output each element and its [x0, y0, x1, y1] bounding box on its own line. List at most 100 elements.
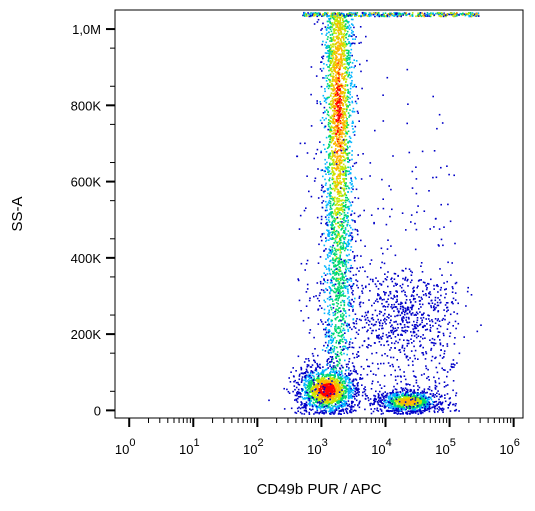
data-point: [394, 395, 397, 397]
data-point: [335, 273, 338, 275]
data-point: [330, 82, 333, 85]
data-point: [340, 239, 342, 241]
data-point: [348, 243, 350, 246]
data-point: [345, 36, 347, 39]
data-point: [319, 373, 321, 375]
data-point: [338, 195, 340, 197]
data-point: [346, 74, 348, 76]
data-point: [407, 410, 409, 412]
data-point: [339, 182, 341, 184]
data-point: [331, 341, 334, 343]
data-point: [316, 377, 319, 380]
data-point: [334, 327, 336, 330]
data-point: [344, 404, 346, 407]
data-point: [341, 173, 343, 176]
data-point: [328, 212, 330, 215]
data-point: [371, 380, 374, 383]
data-point: [349, 66, 351, 69]
data-point: [343, 42, 345, 44]
data-point: [348, 74, 350, 77]
data-point: [323, 97, 326, 99]
data-point: [332, 368, 335, 371]
data-point: [343, 336, 345, 339]
data-point: [319, 68, 322, 70]
data-point: [310, 93, 312, 96]
data-point: [319, 392, 322, 395]
data-point: [337, 164, 340, 166]
data-point: [393, 385, 395, 388]
data-point: [351, 120, 354, 123]
data-point: [341, 113, 343, 116]
data-point: [315, 391, 318, 394]
data-point: [423, 401, 426, 404]
data-point: [330, 380, 332, 383]
data-point: [391, 396, 393, 399]
data-point: [339, 204, 342, 207]
data-point: [341, 141, 344, 144]
data-point: [307, 379, 310, 381]
data-point: [328, 399, 330, 401]
data-point: [328, 157, 330, 159]
data-point: [383, 400, 385, 403]
data-point: [309, 389, 312, 391]
data-point: [319, 292, 321, 294]
data-point: [317, 380, 319, 383]
data-point: [311, 383, 313, 385]
data-point: [321, 403, 324, 406]
data-point: [419, 404, 421, 407]
data-point: [331, 357, 333, 359]
data-point: [343, 172, 345, 175]
data-point: [351, 267, 354, 269]
data-point: [352, 365, 355, 367]
data-point: [311, 391, 314, 394]
data-point: [352, 318, 354, 321]
data-point: [336, 66, 338, 68]
data-point: [329, 51, 331, 53]
data-point: [324, 266, 327, 268]
data-point: [399, 398, 401, 401]
data-point: [347, 390, 350, 392]
data-point: [343, 141, 346, 143]
data-point: [350, 246, 353, 248]
data-point: [417, 397, 419, 400]
data-point: [399, 397, 402, 399]
data-point: [340, 207, 343, 209]
data-point: [339, 352, 342, 355]
data-point: [304, 379, 306, 382]
data-point: [333, 350, 335, 352]
data-point: [393, 411, 396, 414]
data-point: [328, 322, 330, 325]
data-point: [433, 401, 435, 403]
data-point: [339, 103, 341, 106]
data-point: [336, 78, 339, 81]
data-point: [317, 399, 320, 402]
data-point: [293, 385, 296, 387]
data-point: [393, 394, 396, 397]
data-point: [316, 411, 319, 414]
data-point: [338, 266, 341, 268]
data-point: [350, 390, 353, 392]
data-point: [329, 304, 331, 307]
data-point: [347, 381, 350, 384]
data-point: [339, 100, 341, 103]
data-point: [355, 177, 357, 180]
data-point: [333, 158, 335, 161]
data-point: [325, 411, 327, 414]
data-point: [344, 89, 346, 92]
data-point: [325, 395, 327, 398]
data-point: [333, 285, 335, 287]
data-point: [326, 77, 328, 79]
data-point: [334, 130, 337, 132]
data-point: [349, 374, 351, 376]
data-point: [338, 100, 340, 103]
data-point: [338, 398, 341, 401]
data-point: [353, 83, 356, 86]
data-point: [340, 248, 342, 250]
data-point: [350, 204, 352, 207]
data-point: [335, 103, 338, 106]
data-point: [345, 100, 347, 102]
data-point: [338, 260, 340, 263]
data-point: [338, 404, 340, 407]
data-point: [340, 62, 342, 65]
data-point: [294, 411, 296, 414]
